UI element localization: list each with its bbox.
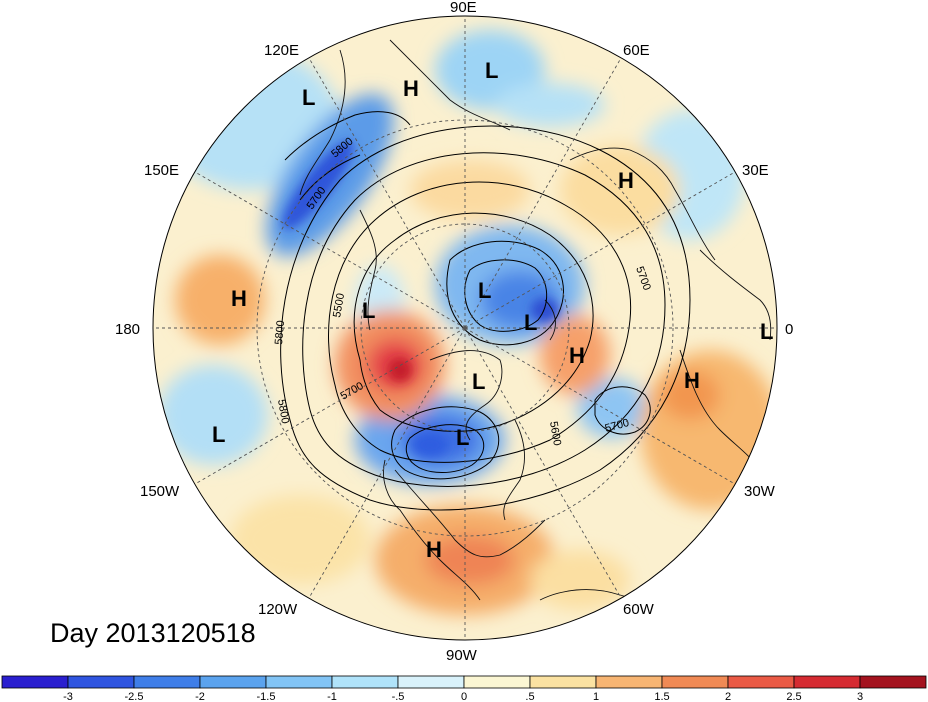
- colorbar-box: [793, 675, 861, 689]
- high-center: H: [426, 537, 442, 562]
- colorbar-box: [199, 675, 267, 689]
- colorbar-box: [1, 675, 69, 689]
- colorbar-tick-label: 1.5: [654, 691, 669, 702]
- day-title: Day 2013120518: [50, 618, 256, 648]
- colorbar-tick-label: 3: [857, 691, 863, 702]
- lon-label-90w: 90W: [446, 647, 478, 664]
- colorbar-box: [529, 675, 597, 689]
- high-center: H: [403, 76, 419, 101]
- high-center: H: [618, 168, 634, 193]
- lon-label-150e: 150E: [144, 162, 179, 179]
- lon-label-30e: 30E: [742, 162, 769, 179]
- low-center: L: [456, 425, 469, 450]
- lon-label-150w: 150W: [140, 483, 180, 500]
- colorbar-box: [397, 675, 465, 689]
- contour-label: 5800: [273, 320, 287, 345]
- colorbar-box: [265, 675, 333, 689]
- colorbar-tick-label: -2.5: [125, 691, 144, 702]
- lon-label-180: 180: [115, 321, 140, 338]
- lon-label-60w: 60W: [623, 601, 655, 618]
- colorbar-box: [859, 675, 927, 689]
- colorbar-tick-label: -3: [63, 691, 73, 702]
- colorbar-box: [661, 675, 729, 689]
- high-center: H: [684, 368, 700, 393]
- height-contours: [280, 111, 691, 511]
- high-center: H: [231, 286, 247, 311]
- lon-label-120e: 120E: [264, 42, 299, 59]
- lon-label-30w: 30W: [744, 483, 776, 500]
- colorbar-tick-label: -.5: [392, 691, 405, 702]
- lon-label-60e: 60E: [623, 42, 650, 59]
- contour-label: 5500: [331, 292, 347, 318]
- colorbar-box: [463, 675, 531, 689]
- colorbar-box: [67, 675, 135, 689]
- lon-label-90e: 90E: [450, 0, 477, 16]
- colorbar-box: [133, 675, 201, 689]
- coastlines: [299, 39, 772, 631]
- longitude-labels: 90E 60E 30E 0 30W 60W 90W 120W 150W 180 …: [115, 0, 793, 664]
- colorbar-tick-label: -1.5: [257, 691, 276, 702]
- low-center: L: [478, 278, 491, 303]
- colorbar-tick-label: 2: [725, 691, 731, 702]
- colorbar-box: [727, 675, 795, 689]
- low-center: L: [362, 298, 375, 323]
- low-center: L: [760, 319, 773, 344]
- colorbar-tick-label: 2.5: [786, 691, 801, 702]
- high-center: H: [569, 343, 585, 368]
- colorbar: -3 -2.5 -2 -1.5 -1 -.5 0 .5 1 1.5 2 2.5 3: [1, 675, 927, 702]
- map-boundary: [152, 15, 778, 641]
- colorbar-box: [595, 675, 663, 689]
- low-center: L: [302, 85, 315, 110]
- low-center: L: [212, 422, 225, 447]
- low-center: L: [472, 369, 485, 394]
- colorbar-boxes: [1, 675, 927, 689]
- contour-label: 5800: [275, 398, 291, 424]
- lon-label-120w: 120W: [258, 601, 298, 618]
- lon-label-0: 0: [785, 321, 793, 338]
- colorbar-tick-label: 0: [461, 691, 467, 702]
- colorbar-tick-label: -1: [327, 691, 337, 702]
- low-center: L: [485, 58, 498, 83]
- colorbar-box: [331, 675, 399, 689]
- colorbar-labels: -3 -2.5 -2 -1.5 -1 -.5 0 .5 1 1.5 2 2.5 3: [63, 691, 863, 702]
- contour-label: 5600: [547, 420, 563, 446]
- colorbar-tick-label: 1: [593, 691, 599, 702]
- colorbar-tick-label: -2: [195, 691, 205, 702]
- low-center: L: [524, 310, 537, 335]
- pressure-centers: L H L H H L L H L L L H L H L H: [212, 58, 773, 562]
- anomaly-field: [153, 16, 777, 640]
- graticule: [153, 16, 777, 640]
- colorbar-tick-label: .5: [525, 691, 534, 702]
